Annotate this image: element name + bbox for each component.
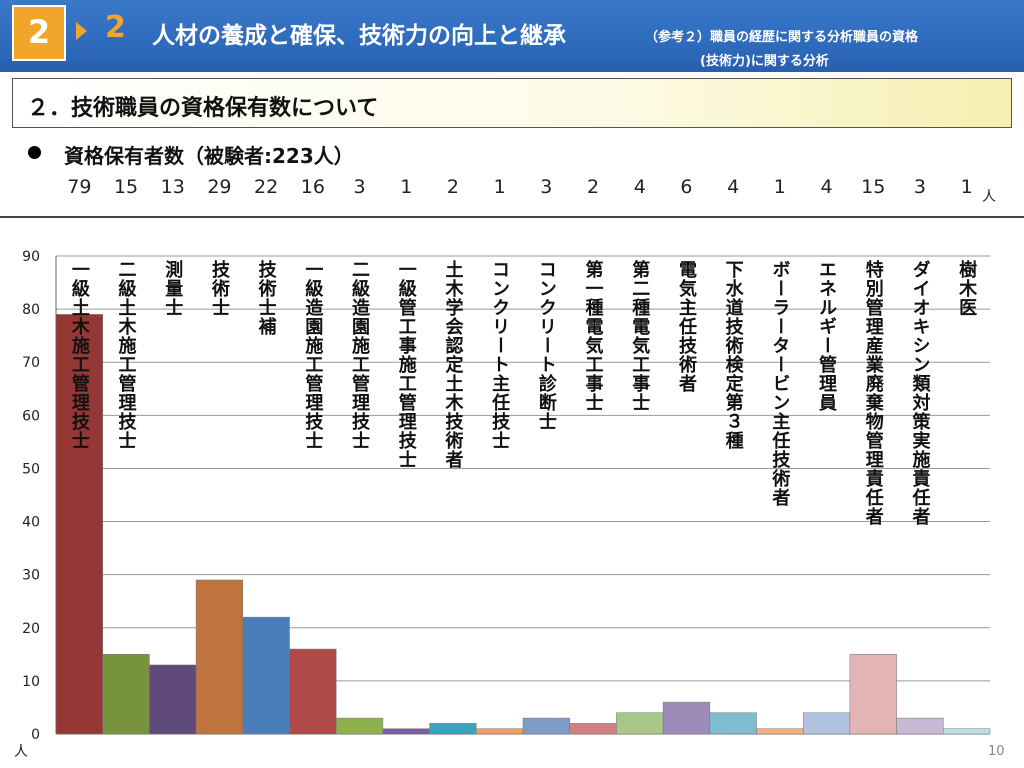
y-tick-label: 80 <box>22 302 40 318</box>
bar <box>289 648 337 735</box>
y-tick-label: 30 <box>22 568 40 584</box>
bullet-text: 資格保有者数（被験者:223人） <box>64 144 354 168</box>
count-value: 1 <box>960 176 973 198</box>
bar <box>943 728 991 735</box>
count-value: 4 <box>633 176 646 198</box>
bar <box>569 723 617 735</box>
bar <box>149 664 197 735</box>
y-axis-unit-label: 人 <box>14 744 28 760</box>
bar <box>896 717 944 735</box>
bar <box>55 314 103 735</box>
count-value: 15 <box>861 176 886 198</box>
count-value: 29 <box>207 176 232 198</box>
y-tick-label: 60 <box>22 408 40 424</box>
y-tick-label: 50 <box>22 461 40 477</box>
bar <box>756 728 804 735</box>
category-label: ダイオキシン類対策実施責任者 <box>909 259 931 526</box>
count-value: 6 <box>680 176 693 198</box>
y-tick-label: 90 <box>22 249 40 265</box>
bar <box>429 723 477 735</box>
page-title: 人材の養成と確保、技術力の向上と継承 <box>152 23 566 49</box>
bar <box>709 712 757 735</box>
bar <box>242 616 290 735</box>
category-label: 一級管工事施工管理技士 <box>396 260 417 469</box>
y-tick-label: 0 <box>31 727 40 743</box>
bar <box>102 654 150 735</box>
count-value: 4 <box>727 176 740 198</box>
category-label: 二級土木施工管理技士 <box>116 260 138 450</box>
header-bar: 2 2 人材の養成と確保、技術力の向上と継承 （参考２）職員の経歴に関する分析職… <box>0 0 1024 72</box>
bar <box>335 717 384 735</box>
section-heading-box: ２．技術職員の資格保有数について <box>12 78 1012 128</box>
page-number: 10 <box>988 744 1005 759</box>
category-label: 第二種電気工事士 <box>629 259 650 412</box>
category-label: 技術士 <box>209 259 231 317</box>
bar <box>802 712 851 735</box>
count-value: 3 <box>913 176 926 198</box>
y-tick-label: 70 <box>22 355 40 371</box>
bar <box>849 654 897 735</box>
section-title: ２．技術職員の資格保有数について <box>27 96 379 121</box>
category-label: 第一種電気工事士 <box>583 259 604 412</box>
page-subtitle-line1: （参考２）職員の経歴に関する分析職員の資格 <box>645 30 919 45</box>
count-value: 4 <box>820 176 833 198</box>
arrow-right-icon <box>76 22 87 40</box>
page-subtitle-line2: (技術力)に関する分析 <box>700 54 829 69</box>
count-value: 13 <box>160 176 185 198</box>
count-value: 22 <box>254 176 279 198</box>
category-label: コンクリート主任技士 <box>489 260 511 450</box>
count-value: 2 <box>587 176 600 198</box>
bar <box>476 728 524 735</box>
bar <box>382 728 430 735</box>
count-value: 16 <box>300 176 325 198</box>
bar-chart: 0 10 20 30 40 50 60 70 80 90 人 一級土木施工管理技士 二級土木施工管理技士… <box>14 249 991 760</box>
y-tick-label: 10 <box>22 674 40 690</box>
bar <box>662 701 711 735</box>
category-label: 土木学会認定土木技術者 <box>442 260 464 469</box>
category-label: 測量士 <box>162 259 183 317</box>
category-label: エネルギー管理員 <box>816 260 838 412</box>
section-number: 2 <box>105 10 126 45</box>
bar <box>195 579 244 735</box>
y-tick-label: 20 <box>22 621 40 637</box>
category-label: 技術士補 <box>256 259 278 336</box>
bar <box>522 717 570 735</box>
y-tick-label: 40 <box>22 515 40 531</box>
category-label: 下水道技術検定第３種 <box>723 260 745 450</box>
category-label: 一級造園施工管理技士 <box>302 260 323 450</box>
category-label: 一級土木施工管理技士 <box>69 260 91 450</box>
divider-line <box>0 216 1024 218</box>
count-value: 3 <box>353 176 366 198</box>
count-value: 1 <box>493 176 506 198</box>
count-value: 3 <box>540 176 553 198</box>
count-value: 15 <box>113 176 139 198</box>
category-label: コンクリート診断士 <box>536 260 557 431</box>
count-value: 79 <box>67 176 92 198</box>
category-label: 樹木医 <box>956 259 978 317</box>
chapter-badge: 2 <box>12 5 66 61</box>
bullet-icon <box>28 146 41 159</box>
counts-unit: 人 <box>982 189 996 205</box>
bar <box>616 712 664 735</box>
count-value: 1 <box>400 176 413 198</box>
count-value: 1 <box>773 176 786 198</box>
count-value: 2 <box>446 176 459 198</box>
category-label: 二級造園施工管理技士 <box>349 260 370 450</box>
category-label: ボーラータービン主任技術者 <box>769 260 791 507</box>
category-label: 特別管理産業廃棄物管理責任者 <box>863 259 885 526</box>
category-label: 電気主任技術者 <box>676 260 698 393</box>
